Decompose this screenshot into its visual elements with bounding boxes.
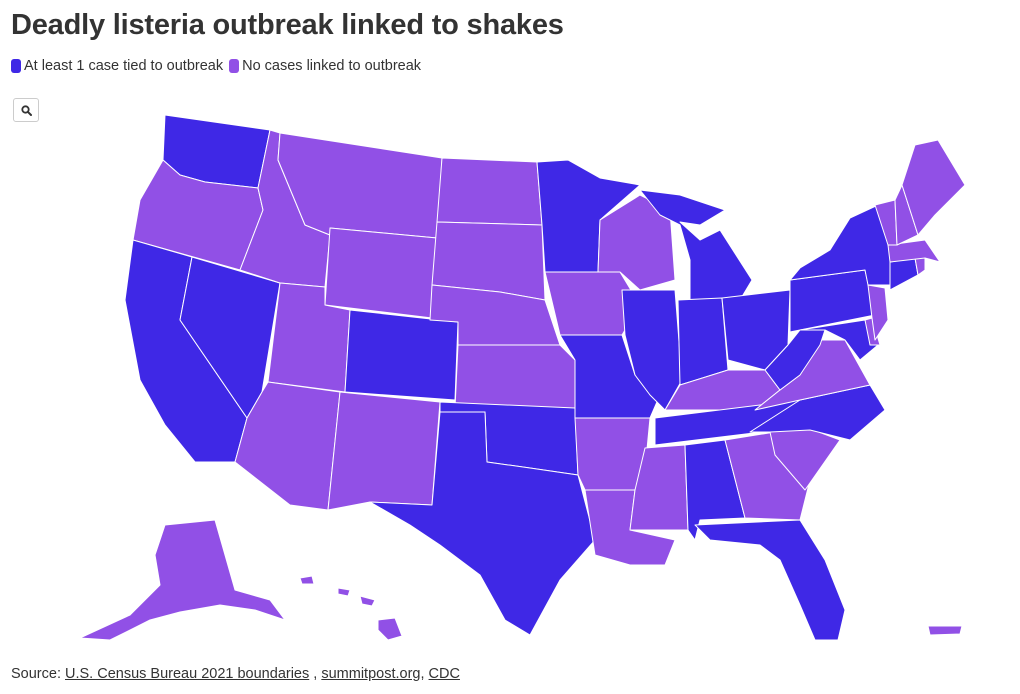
state-WI[interactable] bbox=[597, 194, 676, 291]
source-link-census[interactable]: U.S. Census Bureau 2021 boundaries bbox=[65, 666, 310, 682]
legend-item-cases: At least 1 case tied to outbreak bbox=[11, 58, 223, 74]
source-note: Source: U.S. Census Bureau 2021 boundari… bbox=[11, 666, 460, 682]
map-search-button[interactable] bbox=[13, 98, 39, 122]
state-IL[interactable] bbox=[621, 289, 683, 411]
state-HI[interactable] bbox=[299, 575, 403, 641]
legend-label-cases: At least 1 case tied to outbreak bbox=[24, 58, 224, 74]
state-FL[interactable] bbox=[694, 519, 846, 641]
state-WV[interactable] bbox=[764, 329, 826, 391]
source-separator-1: , bbox=[309, 666, 322, 682]
state-NY[interactable] bbox=[789, 204, 891, 286]
state-MA[interactable] bbox=[887, 239, 941, 263]
state-ND[interactable] bbox=[436, 157, 543, 226]
state-MO[interactable] bbox=[559, 334, 661, 419]
state-ME[interactable] bbox=[901, 139, 966, 236]
state-MI[interactable] bbox=[639, 189, 753, 303]
state-NJ[interactable] bbox=[867, 284, 889, 341]
legend: At least 1 case tied to outbreak No case… bbox=[11, 58, 427, 74]
legend-swatch-no-cases bbox=[229, 59, 240, 73]
state-CO[interactable] bbox=[344, 309, 459, 401]
legend-item-no-cases: No cases linked to outbreak bbox=[229, 58, 421, 74]
state-KS[interactable] bbox=[454, 344, 576, 409]
source-link-cdc[interactable]: CDC bbox=[428, 666, 460, 682]
search-icon bbox=[20, 104, 32, 116]
source-separator-2: , bbox=[420, 666, 429, 682]
state-WY[interactable] bbox=[324, 227, 438, 319]
state-AK[interactable] bbox=[79, 519, 286, 641]
state-TX[interactable] bbox=[369, 411, 596, 636]
state-NM[interactable] bbox=[327, 391, 441, 511]
state-PR[interactable] bbox=[927, 625, 963, 636]
legend-swatch-cases bbox=[11, 59, 21, 73]
state-MS[interactable] bbox=[629, 444, 689, 531]
chart-title: Deadly listeria outbreak linked to shake… bbox=[11, 9, 564, 41]
us-map bbox=[79, 114, 966, 641]
source-prefix: Source: bbox=[11, 666, 65, 682]
legend-label-no-cases: No cases linked to outbreak bbox=[242, 58, 422, 74]
state-CT[interactable] bbox=[889, 257, 919, 291]
source-link-summitpost[interactable]: summitpost.org bbox=[321, 666, 421, 682]
